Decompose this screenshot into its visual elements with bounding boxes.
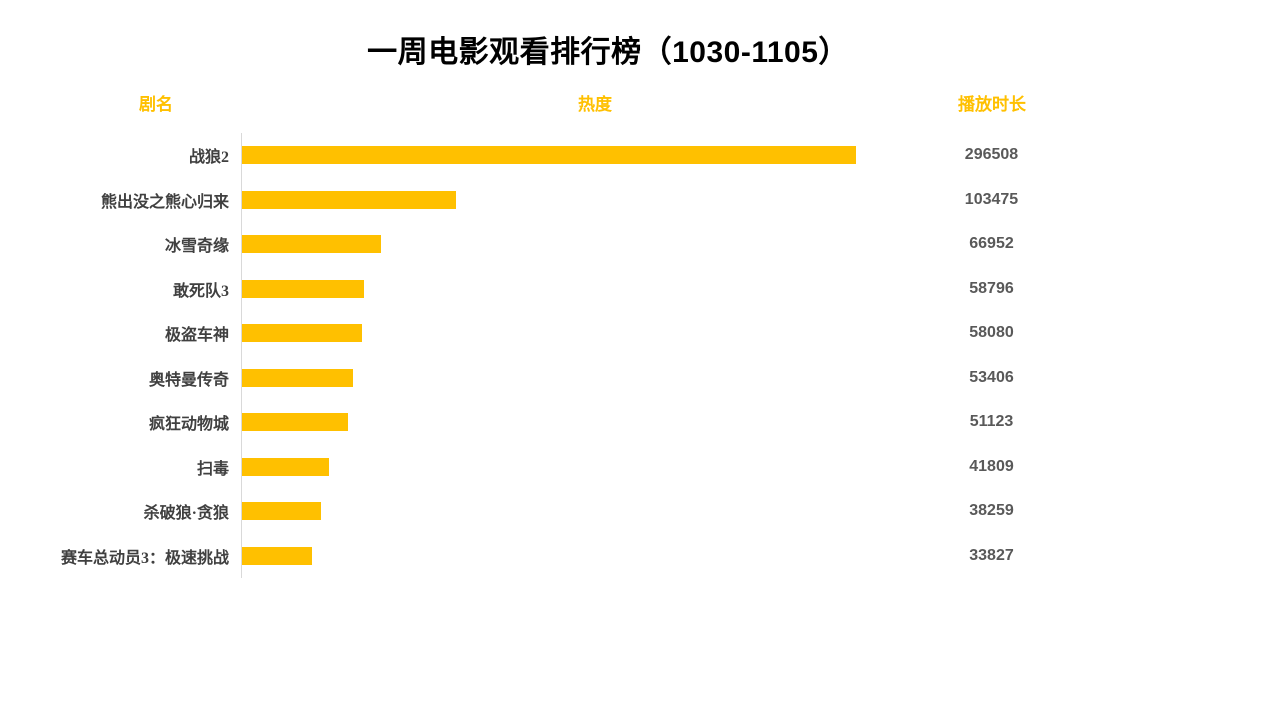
duration-value: 41809 (969, 457, 1014, 475)
duration-value: 58796 (969, 279, 1014, 297)
duration-value: 33827 (969, 546, 1014, 564)
column-header-duration: 播放时长 (958, 95, 1026, 114)
duration-value: 66952 (969, 235, 1014, 253)
movie-label: 极盗车神 (164, 327, 229, 345)
duration-value: 296508 (964, 146, 1019, 164)
duration-value: 103475 (964, 190, 1019, 208)
table-row: 疯狂动物城 51123 (0, 400, 1280, 445)
bar-track (241, 355, 929, 400)
heat-bar (242, 146, 856, 165)
movie-label: 冰雪奇缘 (164, 238, 229, 256)
duration-value: 58080 (969, 324, 1014, 342)
heat-bar (242, 502, 322, 521)
column-header-name: 剧名 (139, 95, 173, 114)
heat-bar (242, 190, 457, 209)
duration-value: 38259 (969, 502, 1014, 520)
table-row: 赛车总动员3：极速挑战 33827 (0, 533, 1280, 578)
column-header-heat: 热度 (578, 95, 612, 114)
table-row: 冰雪奇缘 66952 (0, 222, 1280, 267)
bar-track (241, 444, 929, 489)
table-row: 熊出没之熊心归来 103475 (0, 177, 1280, 222)
movie-label: 战狼2 (188, 149, 229, 167)
movie-label: 熊出没之熊心归来 (100, 193, 229, 211)
chart-title: 一周电影观看排行榜（1030-1105） (367, 36, 849, 69)
table-row: 扫毒 41809 (0, 444, 1280, 489)
bar-track (241, 222, 929, 267)
bar-track (241, 133, 929, 178)
heat-bar (242, 368, 353, 387)
heat-bar (242, 457, 329, 476)
movie-label: 奥特曼传奇 (148, 371, 229, 389)
table-row: 战狼2 296508 (0, 133, 1280, 178)
bar-chart-rows: 战狼2 296508 熊出没之熊心归来 103475 冰雪奇缘 66952 敢死队3 5879… (0, 133, 1280, 578)
movie-label: 扫毒 (196, 460, 229, 478)
movie-label: 疯狂动物城 (148, 416, 229, 434)
bar-track (241, 489, 929, 534)
movie-label: 敢死队3 (172, 282, 229, 300)
bar-track (241, 311, 929, 356)
heat-bar (242, 324, 363, 343)
bar-track (241, 266, 929, 311)
table-row: 敢死队3 58796 (0, 266, 1280, 311)
movie-label: 赛车总动员3：极速挑战 (60, 549, 229, 567)
heat-bar (242, 279, 364, 298)
bar-track (241, 177, 929, 222)
duration-value: 51123 (969, 413, 1014, 431)
heat-bar (242, 413, 348, 432)
movie-label: 杀破狼·贪狼 (143, 505, 229, 523)
duration-value: 53406 (969, 368, 1014, 386)
table-row: 极盗车神 58080 (0, 311, 1280, 356)
bar-track (241, 533, 929, 578)
bar-track (241, 400, 929, 445)
heat-bar (242, 235, 381, 254)
table-row: 杀破狼·贪狼 38259 (0, 489, 1280, 534)
table-row: 奥特曼传奇 53406 (0, 355, 1280, 400)
heat-bar (242, 546, 312, 565)
